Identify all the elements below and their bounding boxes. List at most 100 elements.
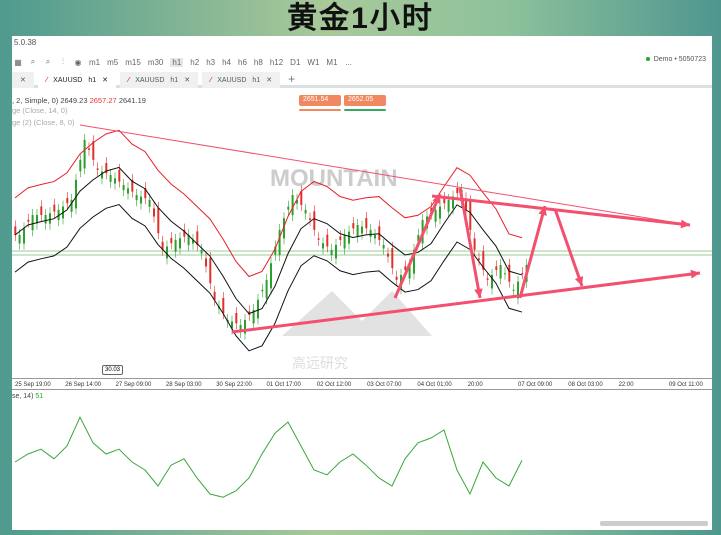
candle [66,197,69,204]
tf-d1[interactable]: D1 [290,57,301,67]
time-tick: 04 Oct 01:00 [417,382,452,388]
candle [395,276,398,280]
time-tick: 22:00 [618,382,634,388]
close-icon[interactable]: ✕ [184,77,191,84]
candle [92,141,95,160]
candle [261,289,264,292]
candle [270,263,272,289]
candle [18,235,21,244]
candle [40,206,43,215]
price-chart[interactable]: MOUNTAIN 高远研究 [12,36,712,530]
bollinger-middle [14,166,523,315]
candle [96,168,99,170]
close-icon[interactable]: ✕ [102,77,109,84]
candle [235,313,238,324]
candle [131,179,134,192]
candle [465,198,467,210]
candle [105,163,108,174]
arrow-up-2-head [538,206,547,216]
account-status[interactable]: Demo • 5050723 [645,56,706,63]
candle [313,211,316,230]
candle [296,199,298,204]
watermark-mountain [282,291,432,336]
tf-m15[interactable]: m15 [125,57,141,67]
candle [317,238,320,240]
time-tick: 03 Oct 07:00 [367,382,402,388]
tf-h2[interactable]: h2 [190,57,200,67]
watermark-cn: 高远研究 [292,355,348,371]
arrow-down-1 [458,187,482,299]
candle [322,243,324,249]
bollinger-lower [14,204,523,352]
candle [348,231,350,244]
indicator-icon[interactable]: ⫶ [62,57,64,66]
lower-trendline-head [690,269,700,279]
tf-h12[interactable]: h12 [269,57,284,67]
rsi-legend: se, 14) 51 [12,393,44,400]
candle [187,235,190,246]
candle [23,228,25,244]
add-tab-button[interactable]: + [288,72,296,86]
candle [309,218,311,220]
tf-h8[interactable]: h8 [253,57,263,67]
tf-w1[interactable]: W1 [307,57,320,67]
candle [44,215,47,224]
candle [473,238,476,250]
time-tick: 25 Sep 19:00 [15,382,51,388]
version-label: 5.0.38 [14,38,37,47]
tf-h6[interactable]: h6 [238,57,247,67]
candle [365,218,368,229]
tab-chart-3[interactable]: ⁄ XAUUSD h1 ✕ [202,72,281,88]
buy-button[interactable]: 2652.05 [344,95,386,106]
candle [222,297,225,314]
tf-m5[interactable]: m5 [107,57,119,67]
sell-button[interactable]: 2651.54 [299,95,341,106]
tab-hidden[interactable]: ✕ [12,72,34,88]
candle [213,291,216,300]
candle [274,246,277,255]
time-tick: 02 Oct 12:00 [316,382,352,388]
candle [495,266,498,270]
tf-m1[interactable]: m1 [89,57,101,67]
tf-h1[interactable]: h1 [170,57,184,67]
candle [265,279,268,299]
time-axis: 25 Sep 19:00 26 Sep 14:00 27 Sep 09:00 28 S… [12,378,712,390]
time-tick: 09 Oct 11:00 [668,382,703,388]
trading-window: 5.0.38 ▦ ⌕ ⌕ ⫶ ◉ m1 m5 m15 m30 h1 h2 h3 h4 h6 h8 h12 D1… [12,36,712,530]
horizontal-scrollbar[interactable] [600,521,708,526]
candle [478,258,480,260]
tab-chart-2[interactable]: ⁄ XAUUSD h1 ✕ [120,72,199,88]
candle [447,199,450,212]
candle [326,234,329,247]
candle [291,195,294,216]
indicator-legend: , 2, Simple, 0) 2649.23 2657.27 2641.19 … [12,96,146,127]
candle [179,238,181,249]
sell-bar [299,109,341,111]
close-icon[interactable]: ✕ [266,77,273,84]
candle [135,195,138,201]
upper-trendline-head [680,219,690,229]
chart-icon: ⁄ [128,76,130,84]
eye-icon[interactable]: ◉ [74,57,82,67]
candle [512,289,515,291]
zoom-out-icon[interactable]: ⌕ [45,57,51,66]
candle [517,281,519,299]
candle [31,215,34,231]
zoom-in-icon[interactable]: ⌕ [30,57,36,66]
tf-mn1[interactable]: M1 [326,57,338,67]
tf-h4[interactable]: h4 [222,57,231,67]
tf-m30[interactable]: m30 [147,57,164,67]
time-tick: 30 Sep 22:00 [216,382,252,388]
candle [231,321,233,329]
candle [439,206,441,219]
tab-chart-1[interactable]: ⁄ XAUUSD h1 ✕ [38,72,117,88]
grid-icon[interactable]: ▦ [14,57,22,67]
candle [499,265,502,279]
time-tick: 26 Sep 14:00 [65,382,101,388]
candle [183,229,186,237]
candle [70,199,73,212]
tf-h3[interactable]: h3 [206,57,216,67]
more-button[interactable]: ... [345,57,352,67]
watermark: MOUNTAIN [270,165,398,192]
arrow-down-2 [553,208,584,287]
